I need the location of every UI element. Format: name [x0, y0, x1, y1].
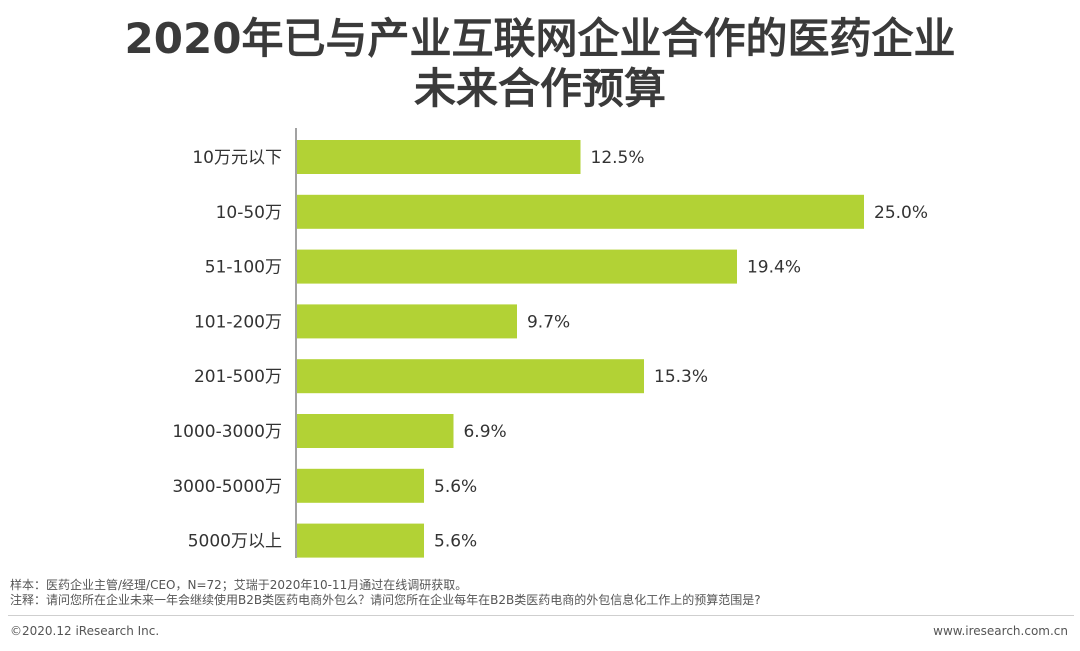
value-label-1: 25.0%	[874, 203, 928, 223]
chart-title-line-1: 2020年已与产业互联网企业合作的医药企业	[124, 14, 956, 63]
bar-5	[297, 414, 454, 448]
bar-1	[297, 194, 864, 229]
category-label-3: 101-200万	[194, 312, 282, 332]
website-link[interactable]: www.iresearch.com.cn	[933, 624, 1068, 638]
value-label-3: 9.7%	[527, 312, 570, 332]
value-label-2: 19.4%	[747, 258, 801, 278]
chart-title: 2020年已与产业互联网企业合作的医药企业 未来合作预算	[0, 14, 1080, 114]
bar-2	[297, 249, 737, 284]
chart-notes: 样本：医药企业主管/经理/CEO，N=72；艾瑞于2020年10-11月通过在线…	[10, 578, 761, 608]
bar-chart: 10万元以下 12.5% 10-50万 25.0% 51-100万 19.4% 101-20…	[172, 128, 928, 558]
category-label-1: 10-50万	[216, 203, 282, 223]
bar-4	[297, 359, 645, 394]
value-label-6: 5.6%	[434, 477, 477, 497]
bar-6	[297, 468, 425, 503]
copyright-text: ©2020.12 iResearch Inc.	[10, 624, 160, 638]
value-label-5: 6.9%	[463, 422, 506, 442]
value-label-7: 5.6%	[434, 532, 477, 552]
category-label-5: 1000-3000万	[172, 422, 282, 442]
remark-note: 注释：请问您所在企业未来一年会继续使用B2B类医药电商外包么？请问您所在企业每年…	[10, 593, 761, 607]
category-label-2: 51-100万	[205, 258, 282, 278]
value-label-4: 15.3%	[654, 367, 708, 387]
bar-7	[297, 523, 425, 558]
category-label-0: 10万元以下	[192, 148, 282, 168]
chart-title-line-2: 未来合作预算	[413, 64, 666, 113]
category-label-6: 3000-5000万	[172, 477, 282, 497]
footer-divider	[8, 615, 1074, 616]
category-label-7: 5000万以上	[188, 532, 282, 552]
sample-note: 样本：医药企业主管/经理/CEO，N=72；艾瑞于2020年10-11月通过在线…	[10, 578, 468, 592]
value-label-0: 12.5%	[591, 148, 645, 168]
bar-3	[297, 304, 517, 339]
bar-0	[297, 140, 581, 174]
category-label-4: 201-500万	[194, 367, 282, 387]
